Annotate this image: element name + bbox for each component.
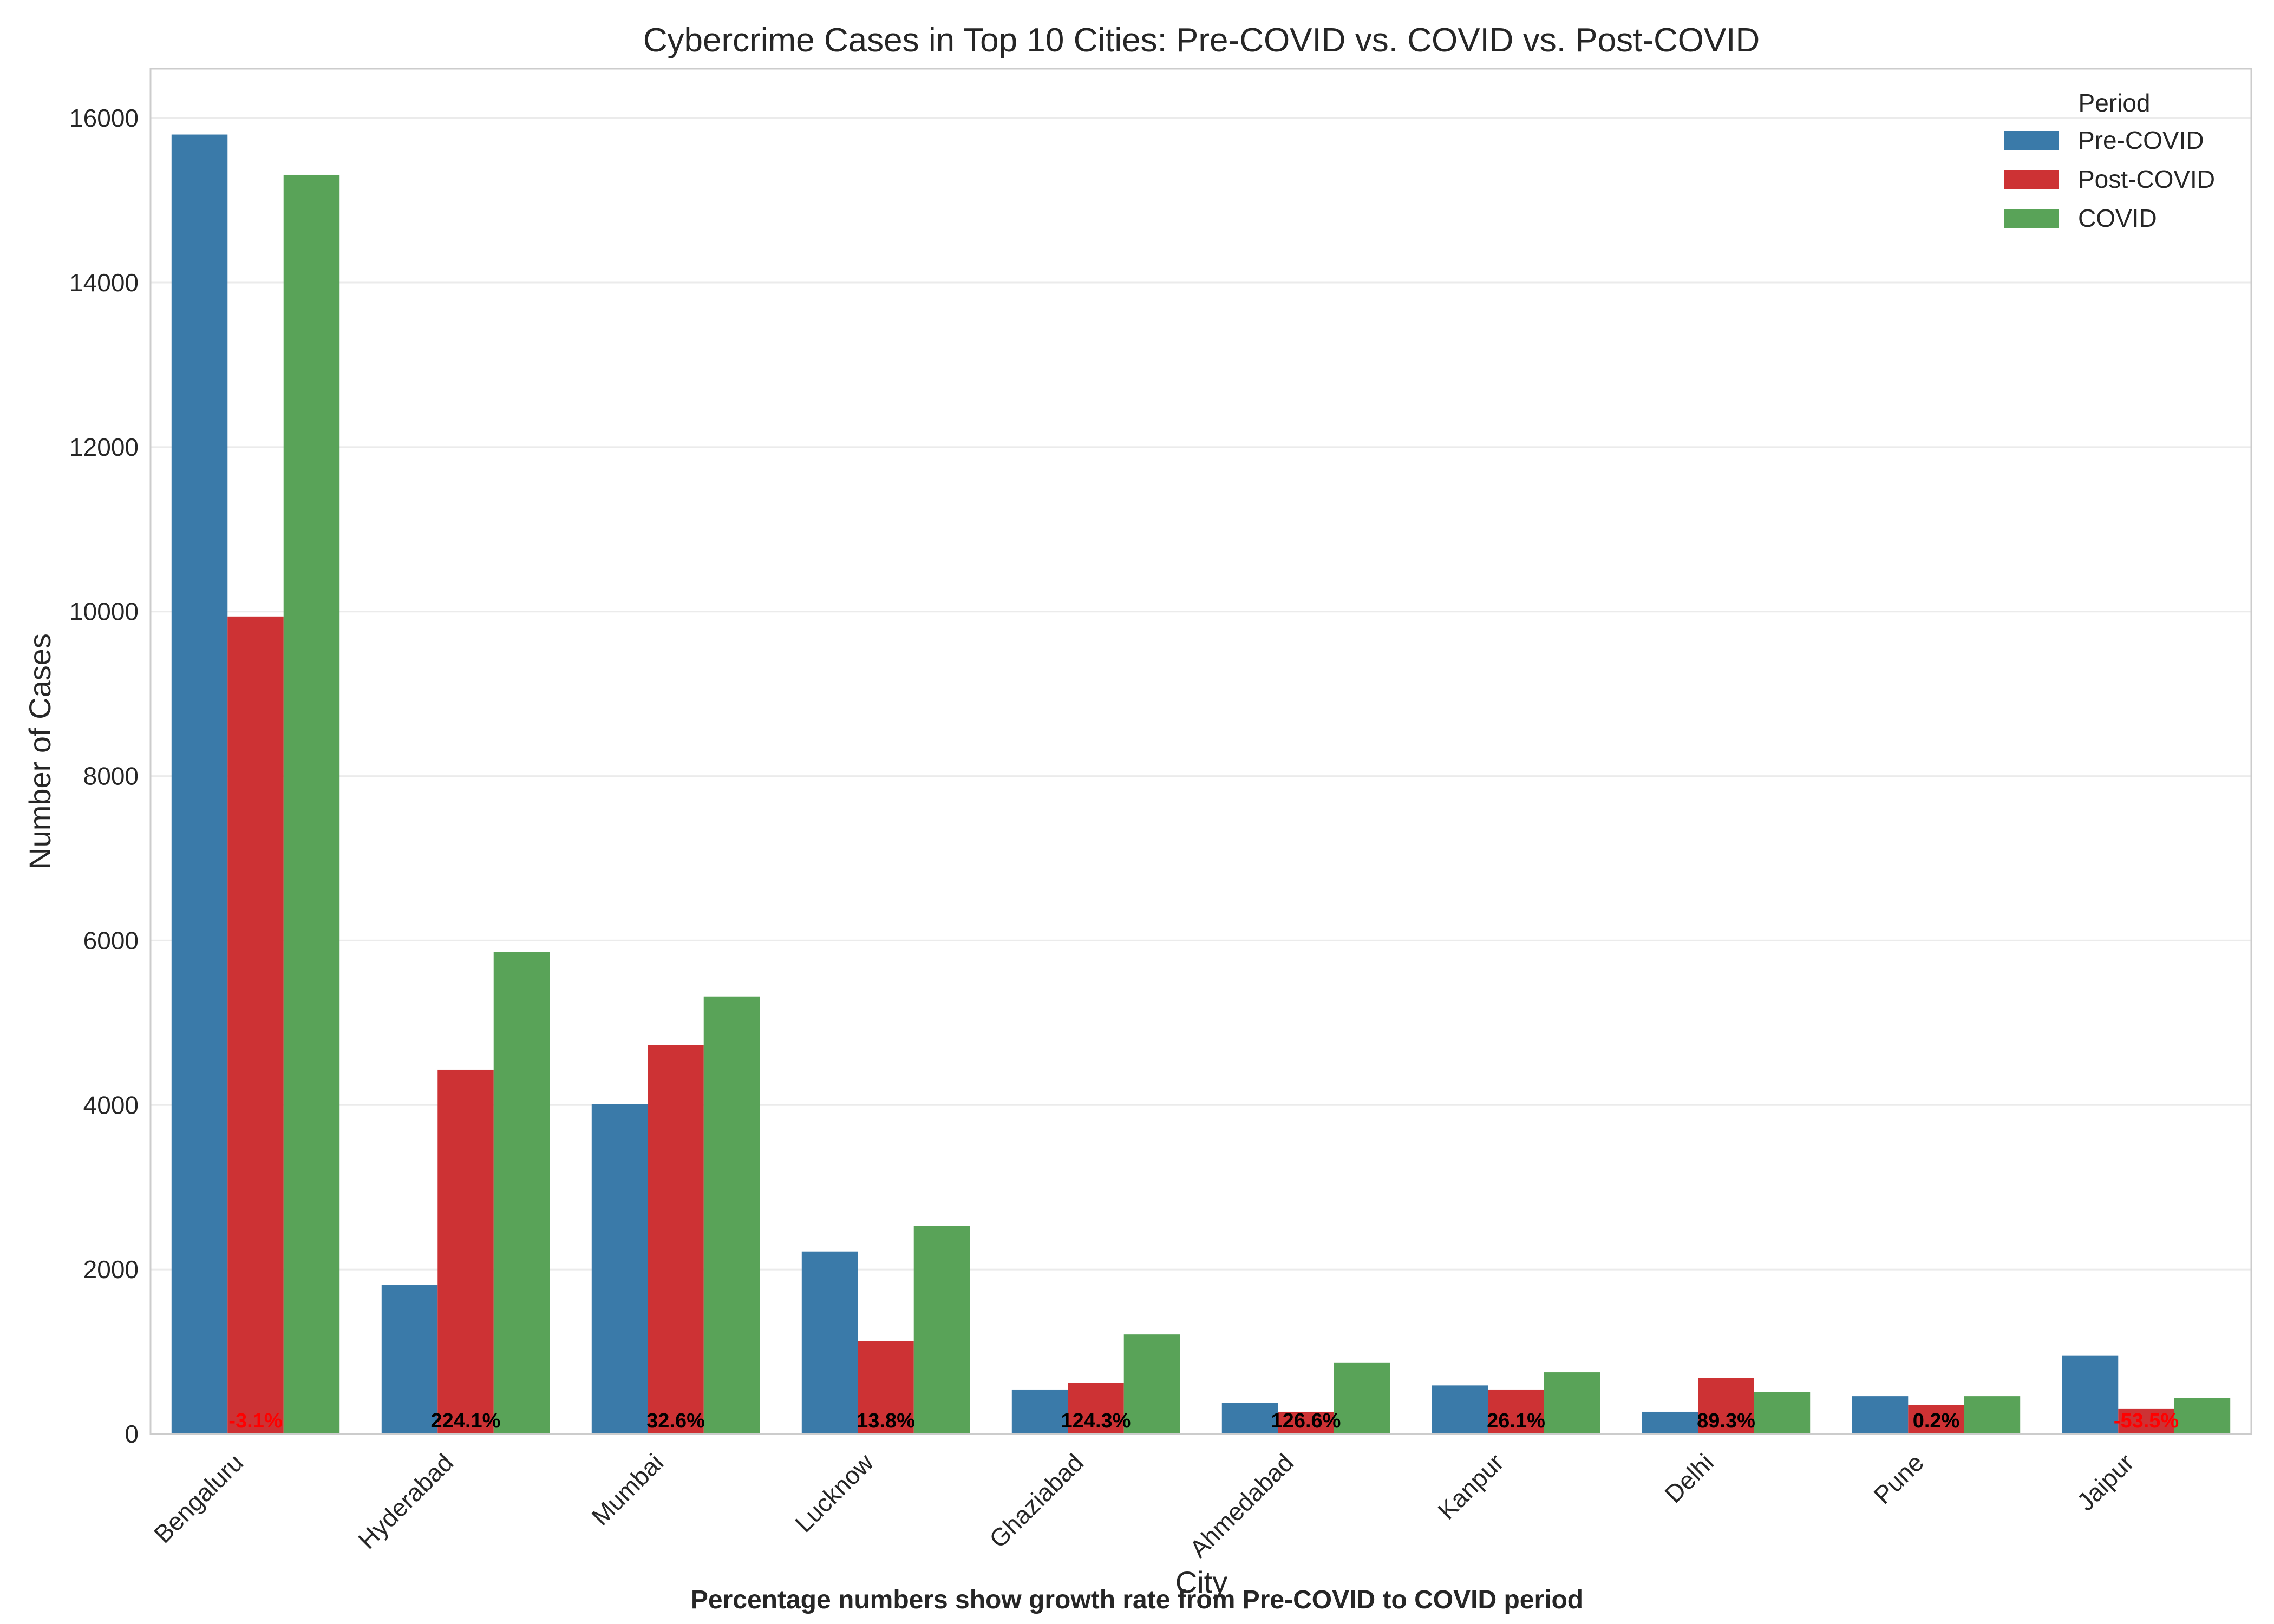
y-tick-label: 8000 — [83, 762, 139, 790]
legend-item: Post-COVID — [2078, 165, 2215, 193]
bar-hyderabad-covid — [493, 952, 550, 1434]
x-tick-label: Ghaziabad — [984, 1448, 1089, 1553]
x-tick-label: Lucknow — [789, 1448, 879, 1538]
bar-kanpur-pre-covid — [1432, 1385, 1488, 1434]
bar-ahmedabad-covid — [1334, 1362, 1390, 1434]
bar-delhi-covid — [1754, 1392, 1811, 1434]
y-tick-label: 16000 — [69, 104, 139, 132]
growth-label: -3.1% — [228, 1410, 282, 1432]
y-axis-label: Number of Cases — [23, 633, 57, 869]
x-tick-label: Hyderabad — [352, 1448, 459, 1554]
growth-annotations: -3.1% 224.1% 32.6% 13.8% 124.3% 126.6% 26.1% 89… — [228, 1410, 2179, 1432]
bar-kanpur-post-covid — [1488, 1389, 1544, 1434]
bar-delhi-post-covid — [1698, 1378, 1754, 1434]
bar-mumbai-pre-covid — [591, 1104, 648, 1434]
x-tick-label: Jaipur — [2072, 1448, 2139, 1516]
bar-lucknow-post-covid — [858, 1341, 914, 1434]
growth-label: 126.6% — [1271, 1410, 1341, 1432]
bar-jaipur-post-covid — [2118, 1408, 2174, 1434]
legend-swatch — [2004, 131, 2059, 150]
chart-title: Cybercrime Cases in Top 10 Cities: Pre-C… — [643, 22, 1760, 59]
y-tick-label: 14000 — [69, 269, 139, 297]
legend: Period Pre-COVID Post-COVID COVID — [2004, 89, 2215, 232]
x-tick-label: Mumbai — [586, 1448, 669, 1530]
bar-ahmedabad-post-covid — [1278, 1411, 1334, 1434]
bar-pune-covid — [1964, 1396, 2021, 1434]
x-tick-label: Ahmedabad — [1184, 1448, 1299, 1563]
y-tick-label: 4000 — [83, 1091, 139, 1119]
legend-swatch — [2004, 170, 2059, 189]
x-axis-label: City — [1175, 1565, 1227, 1599]
x-tick-label: Pune — [1868, 1448, 1929, 1509]
y-tick-label: 6000 — [83, 926, 139, 954]
bar-mumbai-post-covid — [648, 1045, 704, 1434]
x-tick-label: Delhi — [1659, 1448, 1719, 1508]
growth-label: 224.1% — [431, 1410, 501, 1432]
growth-label: -53.5% — [2114, 1410, 2179, 1432]
y-tick-label: 12000 — [69, 433, 139, 461]
footnote: Percentage numbers show growth rate from… — [690, 1586, 1584, 1614]
growth-label: 13.8% — [857, 1410, 915, 1432]
bars — [171, 134, 2231, 1434]
bar-pune-post-covid — [1908, 1405, 1964, 1434]
legend-item: COVID — [2078, 204, 2157, 232]
bar-lucknow-covid — [913, 1226, 970, 1434]
bar-jaipur-pre-covid — [2062, 1355, 2119, 1434]
bar-lucknow-pre-covid — [801, 1251, 858, 1434]
legend-title: Period — [2079, 89, 2151, 117]
y-axis-ticks: 0 2000 4000 6000 8000 10000 12000 14000 16000 — [69, 104, 139, 1448]
plot-frame — [149, 68, 2252, 1435]
bar-ghaziabad-pre-covid — [1011, 1389, 1068, 1434]
bar-jaipur-covid — [2174, 1398, 2231, 1434]
x-tick-label: Bengaluru — [148, 1448, 249, 1548]
legend-swatch — [2004, 209, 2059, 228]
growth-label: 26.1% — [1487, 1410, 1545, 1432]
bar-bengaluru-covid — [283, 174, 340, 1434]
bar-ghaziabad-post-covid — [1068, 1383, 1124, 1434]
bar-hyderabad-post-covid — [437, 1069, 494, 1434]
bar-mumbai-covid — [703, 996, 760, 1434]
bar-pune-pre-covid — [1852, 1396, 1909, 1434]
bar-delhi-pre-covid — [1642, 1411, 1698, 1434]
growth-label: 32.6% — [646, 1410, 705, 1432]
x-axis-ticks: Bengaluru Hyderabad Mumbai Lucknow Ghaziabad… — [148, 1448, 2139, 1563]
bar-hyderabad-pre-covid — [381, 1285, 438, 1434]
x-tick-label: Kanpur — [1432, 1448, 1509, 1525]
bar-bengaluru-post-covid — [227, 616, 284, 1434]
bar-ghaziabad-covid — [1123, 1334, 1180, 1434]
y-tick-label: 0 — [125, 1420, 139, 1448]
bar-bengaluru-pre-covid — [171, 134, 228, 1434]
y-tick-label: 10000 — [69, 598, 139, 626]
growth-label: 0.2% — [1913, 1410, 1960, 1432]
y-tick-label: 2000 — [83, 1255, 139, 1284]
bar-kanpur-covid — [1544, 1372, 1600, 1434]
growth-label: 89.3% — [1697, 1410, 1755, 1432]
bar-ahmedabad-pre-covid — [1221, 1403, 1278, 1434]
growth-label: 124.3% — [1061, 1410, 1131, 1432]
legend-item: Pre-COVID — [2078, 126, 2204, 154]
